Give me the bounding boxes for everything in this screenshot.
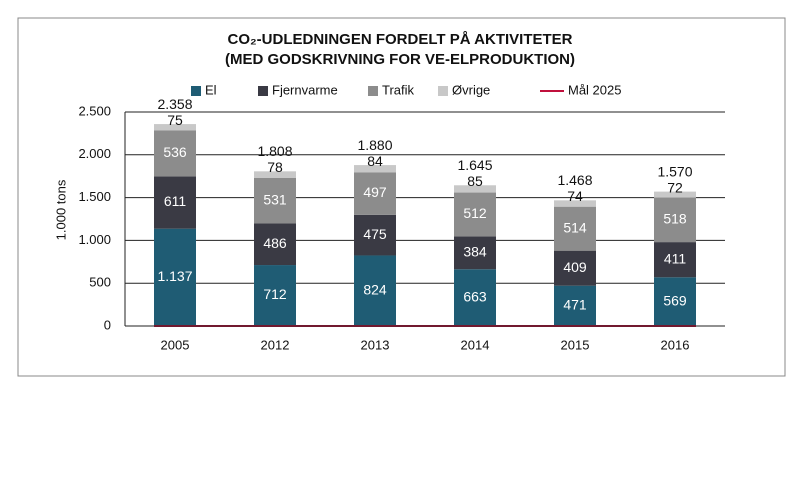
chart-title: CO₂-UDLEDNINGEN FORDELT PÅ AKTIVITETER xyxy=(228,31,573,48)
legend-swatch xyxy=(368,86,378,96)
bar-segment xyxy=(654,242,696,278)
y-tick-label: 1.000 xyxy=(78,232,111,247)
bar-segment xyxy=(254,265,296,326)
data-label: 611 xyxy=(164,193,187,209)
y-tick-label: 0 xyxy=(104,317,111,332)
bar-segment xyxy=(354,165,396,173)
bar-segment xyxy=(154,176,196,229)
bar-segment xyxy=(554,200,596,207)
data-label: 824 xyxy=(363,281,387,297)
data-label: 384 xyxy=(463,244,487,260)
data-label: 663 xyxy=(463,288,487,304)
bar-segment xyxy=(354,172,396,215)
bar-segment xyxy=(554,250,596,286)
data-label: 409 xyxy=(563,259,587,275)
legend-label: El xyxy=(205,82,217,97)
total-label: 1.808 xyxy=(257,143,292,159)
x-tick-label: 2016 xyxy=(661,337,690,352)
data-label: 514 xyxy=(563,219,587,235)
data-label: 74 xyxy=(567,188,583,204)
legend-swatch xyxy=(438,86,448,96)
bar-segment xyxy=(654,277,696,326)
bar-segment xyxy=(454,185,496,193)
data-label: 486 xyxy=(263,235,287,251)
bar-segment xyxy=(154,228,196,326)
bar-segment xyxy=(354,214,396,256)
total-label: 1.645 xyxy=(457,157,492,173)
bar-segment xyxy=(254,177,296,224)
data-label: 85 xyxy=(467,173,483,189)
x-tick-label: 2014 xyxy=(461,337,490,352)
y-tick-label: 500 xyxy=(89,275,111,290)
bar-segment xyxy=(654,197,696,243)
bar-segment xyxy=(154,130,196,177)
legend-swatch xyxy=(258,86,268,96)
data-label: 475 xyxy=(363,226,387,242)
data-label: 78 xyxy=(267,159,283,175)
total-label: 1.880 xyxy=(357,137,392,153)
legend-label: Fjernvarme xyxy=(272,82,338,97)
bar-segment xyxy=(554,206,596,251)
x-tick-label: 2013 xyxy=(361,337,390,352)
bar-segment xyxy=(254,223,296,266)
data-label: 536 xyxy=(163,144,187,160)
data-label: 411 xyxy=(664,250,687,266)
data-label: 497 xyxy=(363,184,387,200)
y-tick-label: 1.500 xyxy=(78,189,111,204)
y-tick-label: 2.000 xyxy=(78,146,111,161)
legend-label: Øvrige xyxy=(452,82,490,97)
bar-segment xyxy=(154,124,196,131)
x-tick-label: 2005 xyxy=(161,337,190,352)
x-tick-label: 2012 xyxy=(261,337,290,352)
y-tick-label: 2.500 xyxy=(78,103,111,118)
data-label: 471 xyxy=(563,297,587,313)
data-label: 75 xyxy=(167,112,183,128)
legend-label: Trafik xyxy=(382,82,415,97)
bar-segment xyxy=(254,171,296,178)
legend-swatch xyxy=(191,86,201,96)
data-label: 518 xyxy=(663,211,687,227)
data-label: 1.137 xyxy=(157,268,192,284)
bar-segment xyxy=(454,236,496,270)
total-label: 1.468 xyxy=(557,172,592,188)
bar-segment xyxy=(454,269,496,326)
data-label: 72 xyxy=(667,179,683,195)
legend-label: Mål 2025 xyxy=(568,82,621,97)
bar-segment xyxy=(554,285,596,326)
total-label: 2.358 xyxy=(157,96,192,112)
chart-subtitle: (MED GODSKRIVNING FOR VE-ELPRODUKTION) xyxy=(225,51,575,68)
x-tick-label: 2015 xyxy=(561,337,590,352)
data-label: 512 xyxy=(463,205,487,221)
data-label: 569 xyxy=(663,292,687,308)
y-axis-label: 1.000 tons xyxy=(53,179,68,240)
bar-segment xyxy=(654,191,696,198)
data-label: 84 xyxy=(367,153,383,169)
data-label: 531 xyxy=(263,191,287,207)
bar-segment xyxy=(354,255,396,326)
total-label: 1.570 xyxy=(657,163,692,179)
data-label: 712 xyxy=(263,286,287,302)
bar-segment xyxy=(454,192,496,237)
